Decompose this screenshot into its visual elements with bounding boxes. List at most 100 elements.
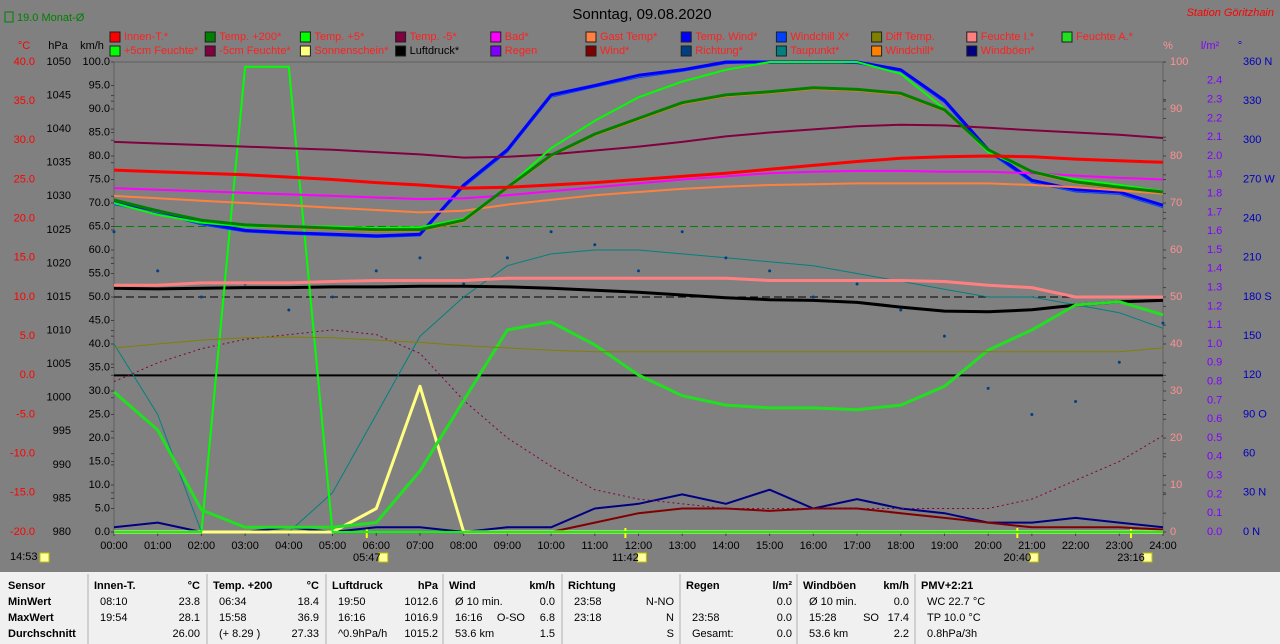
cell-right: 18.4 xyxy=(298,596,319,608)
y-tick-label: 40.0 xyxy=(89,338,110,350)
column-name: Temp. +200 xyxy=(213,580,272,592)
x-tick-label: 15:00 xyxy=(756,540,784,552)
y-tick-label: 30 N xyxy=(1243,487,1266,499)
x-tick-label: 03:00 xyxy=(231,540,259,552)
y-tick-label: 1.6 xyxy=(1207,225,1222,237)
cell-right: 1015.2 xyxy=(404,628,438,640)
legend-label: Diff Temp. xyxy=(886,31,935,43)
y-tick-label: 150 xyxy=(1243,330,1261,342)
legend-swatch xyxy=(299,31,311,43)
y-tick-label: 1030 xyxy=(47,190,71,202)
cell-right: 36.9 xyxy=(298,612,319,624)
direction-dot xyxy=(331,295,335,299)
legend-label: Windchill X* xyxy=(790,31,849,43)
y-tick-label: 100.0 xyxy=(82,56,110,68)
y-tick-label: 0.0 xyxy=(20,369,35,381)
cell-right: 0.0 xyxy=(894,596,909,608)
event-icon xyxy=(1028,552,1039,563)
cell-left: Ø 10 min. xyxy=(455,596,503,608)
x-tick-label: 17:00 xyxy=(843,540,871,552)
y-tick-label: 240 xyxy=(1243,213,1261,225)
cell-right: 28.1 xyxy=(179,612,200,624)
y-tick-label: 25.0 xyxy=(14,173,35,185)
y-tick-label: 985 xyxy=(53,492,71,504)
cell-left: WC 22.7 °C xyxy=(927,596,985,608)
table-header: Sensor xyxy=(8,580,46,592)
series-line xyxy=(113,86,1164,232)
direction-dot xyxy=(462,282,466,286)
direction-dot xyxy=(986,386,990,390)
x-tick-label: 06:00 xyxy=(362,540,390,552)
legend-label: Feuchte A.* xyxy=(1076,31,1134,43)
y-tick-label: 90 xyxy=(1170,103,1182,115)
legend-swatch xyxy=(490,45,502,57)
legend-swatch xyxy=(1061,31,1073,43)
y-tick-label: 120 xyxy=(1243,369,1261,381)
legend-label: -5cm Feuchte* xyxy=(219,45,291,57)
cell-right: 0.0 xyxy=(540,596,555,608)
y-tick-label: 1.1 xyxy=(1207,319,1222,331)
cell-right: 6.8 xyxy=(540,612,555,624)
y-tick-label: 0.0 xyxy=(95,526,110,538)
column-unit: l/m² xyxy=(772,580,792,592)
y-tick-label: 0 N xyxy=(1243,526,1260,538)
y-tick-label: 0.8 xyxy=(1207,376,1222,388)
y-tick-label: 180 S xyxy=(1243,291,1272,303)
y-tick-label: 0.6 xyxy=(1207,413,1222,425)
y-tick-label: 75.0 xyxy=(89,173,110,185)
y-tick-label: 1045 xyxy=(47,89,71,101)
y-tick-label: 5.0 xyxy=(95,502,110,514)
event-icon xyxy=(636,552,647,563)
event-label: 05:47 xyxy=(353,552,381,564)
cell-mid: SO xyxy=(863,612,879,624)
y-tick-label: 990 xyxy=(53,459,71,471)
legend-label: Feuchte I.* xyxy=(981,31,1035,43)
legend-label: Richtung* xyxy=(695,45,743,57)
y-tick-label: 20.0 xyxy=(14,213,35,225)
x-tick-label: 09:00 xyxy=(494,540,522,552)
y-tick-label: 0.5 xyxy=(1207,432,1222,444)
reference-label: 19.0 Monat-Ø xyxy=(17,12,85,24)
cell-left: (+ 8.29 ) xyxy=(219,628,260,640)
cell-left: Gesamt: xyxy=(692,628,734,640)
legend-swatch xyxy=(585,31,597,43)
column-name: Regen xyxy=(686,580,720,592)
legend-swatch xyxy=(871,45,883,57)
cell-right: 0.0 xyxy=(777,628,792,640)
cell-left: ^0.9hPa/h xyxy=(338,628,387,640)
series-line xyxy=(114,65,1163,533)
y-tick-label: 25.0 xyxy=(89,408,110,420)
direction-dot xyxy=(156,269,160,273)
y-tick-label: 270 W xyxy=(1243,173,1275,185)
y-tick-label: -5.0 xyxy=(16,408,35,420)
series-line xyxy=(113,336,1164,353)
y-tick-label: 100 xyxy=(1170,56,1188,68)
series-line xyxy=(113,182,1164,214)
y-tick-label: 980 xyxy=(53,526,71,538)
column-unit: hPa xyxy=(418,580,439,592)
direction-dot xyxy=(1117,360,1121,364)
y-tick-label: 1.2 xyxy=(1207,300,1222,312)
y-tick-label: 45.0 xyxy=(89,314,110,326)
legend-label: Taupunkt* xyxy=(790,45,840,57)
y-tick-label: 35.0 xyxy=(89,361,110,373)
direction-dot xyxy=(680,230,684,234)
legend-label: Temp. +5* xyxy=(314,31,365,43)
y-tick-label: 10 xyxy=(1170,479,1182,491)
cell-left: 23:58 xyxy=(574,596,602,608)
legend-label: Wind* xyxy=(600,45,630,57)
y-tick-label: 1.0 xyxy=(1207,338,1222,350)
y-tick-label: 55.0 xyxy=(89,267,110,279)
y-tick-label: 2.4 xyxy=(1207,75,1222,87)
direction-dot xyxy=(418,256,422,260)
y-tick-label: 1000 xyxy=(47,392,71,404)
x-tick-label: 22:00 xyxy=(1062,540,1090,552)
cell-left: 16:16 xyxy=(455,612,483,624)
y-tick-label: 0.1 xyxy=(1207,507,1222,519)
legend-label: Temp. Wind* xyxy=(695,31,758,43)
y-tick-label: 60 xyxy=(1170,244,1182,256)
station-name: Station Göritzhain xyxy=(1187,7,1274,19)
y-tick-label: 2.2 xyxy=(1207,112,1222,124)
series-line xyxy=(113,154,1164,190)
